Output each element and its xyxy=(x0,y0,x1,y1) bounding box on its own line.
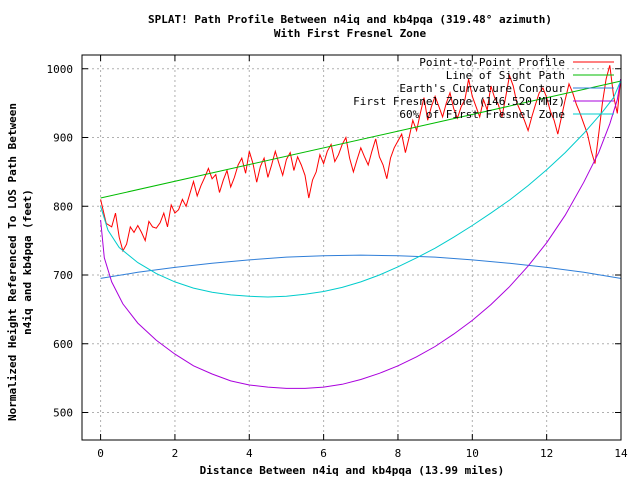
series-earth-s-curvature-contour xyxy=(100,254,621,279)
legend-label: First Fresnel Zone (146.520 MHz) xyxy=(353,95,565,108)
series-lines xyxy=(100,65,622,389)
y-axis-label-line1: Normalized Height Referenced To LOS Path… xyxy=(6,103,19,421)
y-axis-label-line2: n4iq and kb4pqa (feet) xyxy=(21,189,34,335)
y-tick-label: 600 xyxy=(53,338,73,351)
y-tick-label: 900 xyxy=(53,132,73,145)
legend-label: 60% of First Fresnel Zone xyxy=(399,108,565,121)
series-first-fresnel-zone-146-520-mhz xyxy=(100,79,622,389)
x-tick-label: 12 xyxy=(540,447,553,460)
series-60-of-first-fresnel-zone xyxy=(100,80,622,298)
legend-label: Point-to-Point Profile xyxy=(419,56,565,69)
y-tick-label: 800 xyxy=(53,200,73,213)
y-tick-label: 500 xyxy=(53,407,73,420)
y-tick-label: 700 xyxy=(53,269,73,282)
legend-label: Line of Sight Path xyxy=(446,69,565,82)
x-tick-label: 14 xyxy=(614,447,628,460)
chart-title: SPLAT! Path Profile Between n4iq and kb4… xyxy=(148,13,552,26)
y-tick-label: 1000 xyxy=(47,63,74,76)
x-tick-label: 6 xyxy=(320,447,327,460)
series-point-to-point-profile xyxy=(100,65,622,253)
x-tick-label: 8 xyxy=(395,447,402,460)
series-line-of-sight-path xyxy=(100,80,621,199)
x-tick-label: 10 xyxy=(466,447,479,460)
legend-label: Earth's Curvature Contour xyxy=(399,82,565,95)
x-tick-label: 0 xyxy=(97,447,104,460)
x-axis-label: Distance Between n4iq and kb4pqa (13.99 … xyxy=(200,464,505,477)
chart-subtitle: With First Fresnel Zone xyxy=(274,27,427,40)
plot-frame xyxy=(81,54,622,441)
x-tick-label: 2 xyxy=(172,447,179,460)
x-tick-label: 4 xyxy=(246,447,253,460)
